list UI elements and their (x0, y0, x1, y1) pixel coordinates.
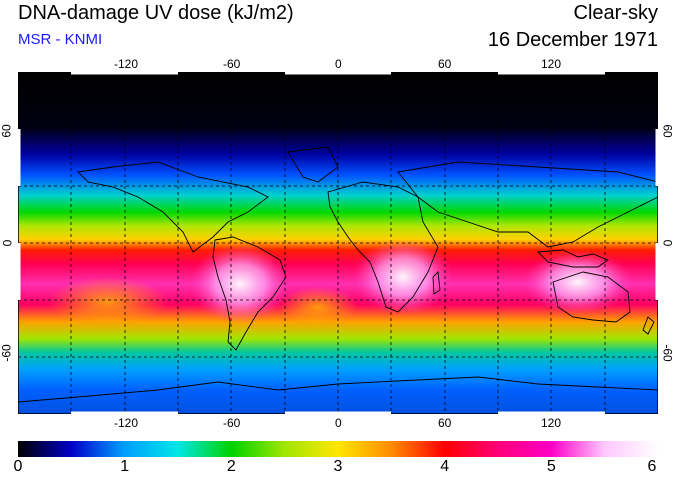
colorbar-label: 5 (546, 458, 556, 475)
source-label: MSR - KNMI (18, 31, 103, 48)
frame-ticks (18, 72, 658, 414)
colorbar (18, 441, 658, 457)
colorbar-label: 6 (647, 458, 657, 475)
hotspot-south-america (190, 244, 290, 324)
right-lat-tick: 60 (660, 124, 675, 138)
uv-dose-map (18, 72, 658, 414)
right-lat-tick: -60 (660, 344, 675, 362)
bottom-lon-tick: 60 (438, 416, 452, 430)
map-title: DNA-damage UV dose (kJ/m2) (18, 2, 294, 24)
top-lon-tick: -60 (223, 57, 241, 71)
colorbar-label: 3 (333, 458, 343, 475)
bottom-lon-tick: 0 (335, 416, 342, 430)
top-lon-tick: 120 (541, 57, 562, 71)
map-date: 16 December 1971 (487, 29, 658, 51)
hotspot-africa (353, 239, 453, 315)
top-lon-tick: -120 (114, 57, 139, 71)
left-lat-tick: -60 (0, 344, 14, 362)
left-lat-tick: 0 (0, 239, 15, 247)
bottom-lon-tick: -60 (223, 416, 241, 430)
graticule (18, 72, 658, 414)
colorbar-gradient (18, 441, 658, 457)
bottom-lon-tick: -120 (114, 416, 139, 430)
left-lat-tick: 60 (0, 124, 14, 138)
bottom-lon-tick: 120 (541, 416, 562, 430)
colorbar-label: 1 (120, 458, 130, 475)
right-lat-tick: 0 (660, 239, 675, 247)
warm-atlantic (278, 287, 358, 327)
top-lon-tick: 60 (438, 57, 452, 71)
warm-pacific (48, 277, 168, 327)
hotspot-australia (523, 250, 633, 314)
top-lon-tick: 0 (335, 57, 342, 71)
colorbar-label: 0 (13, 458, 23, 475)
colorbar-label: 4 (440, 458, 450, 475)
colorbar-label: 2 (226, 458, 236, 475)
sky-condition: Clear-sky (573, 2, 658, 24)
